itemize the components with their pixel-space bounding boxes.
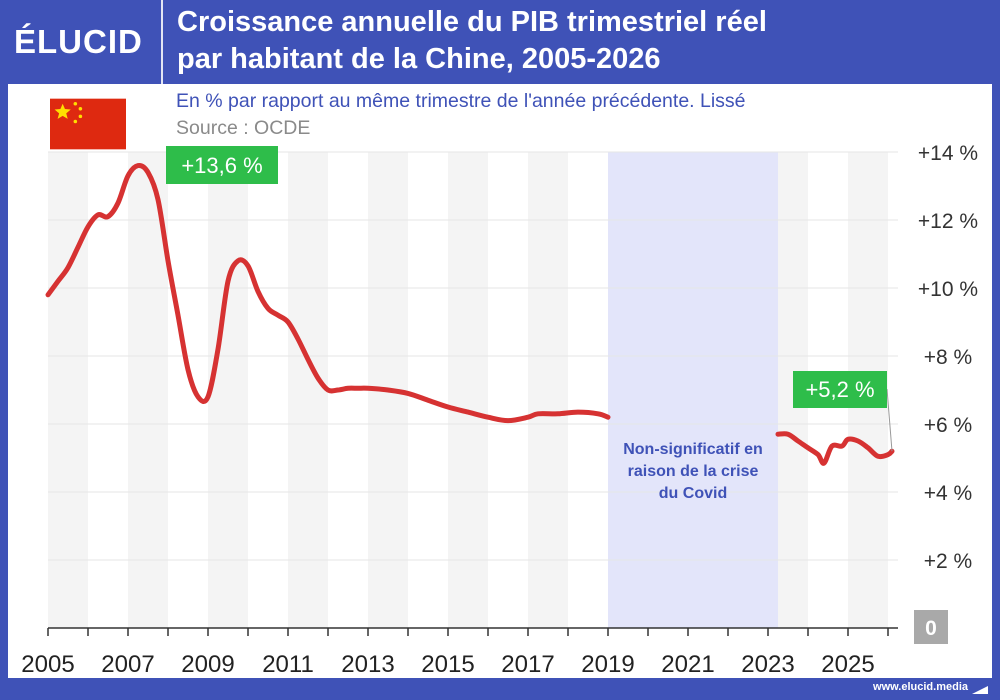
covid-label-line-1: Non-significatif en (623, 441, 763, 458)
x-tick-label: 2007 (101, 651, 154, 678)
year-stripe (448, 152, 488, 628)
covid-label: Non-significatif en raison de la crise d… (623, 441, 763, 502)
annotation-peak-label: +13,6 % (181, 153, 262, 178)
header-bar: ÉLUCID Croissance annuelle du PIB trimes… (0, 0, 1000, 84)
year-stripe (568, 152, 608, 628)
covid-label-line-3: du Covid (659, 485, 727, 502)
annotation-peak-box (166, 146, 278, 184)
header-divider (161, 0, 163, 84)
year-stripe (488, 152, 528, 628)
year-stripe (208, 152, 248, 628)
y-tick-label: +10 % (918, 278, 978, 301)
x-tick-label: 2017 (501, 651, 554, 678)
y-tick-label: +14 % (918, 142, 978, 165)
year-stripe (248, 152, 288, 628)
x-tick-label: 2009 (181, 651, 234, 678)
zero-label-box (914, 610, 948, 644)
chart-subtitle: En % par rapport au même trimestre de l'… (176, 90, 746, 112)
china-flag-icon (50, 98, 126, 150)
annotation-layer: +13,6 % +5,2 % (166, 146, 893, 452)
y-tick-label: +2 % (924, 550, 972, 573)
chart-title-line-2: par habitant de la Chine, 2005-2026 (177, 43, 661, 75)
elucid-logo-icon (972, 681, 988, 699)
x-tick-label: 2019 (581, 651, 634, 678)
year-stripe (528, 152, 568, 628)
annotation-latest-label: +5,2 % (805, 377, 874, 402)
y-tick-label: +12 % (918, 210, 978, 233)
x-tick-label: 2025 (821, 651, 874, 678)
y-tick-label: +4 % (924, 482, 972, 505)
footer-url[interactable]: www.elucid.media (873, 681, 968, 693)
covid-band (608, 152, 778, 628)
year-stripe (48, 152, 88, 628)
year-stripe (288, 152, 328, 628)
x-tick-label: 2015 (421, 651, 474, 678)
x-tick-label: 2011 (262, 651, 314, 678)
chart-title: Croissance annuelle du PIB trimestriel r… (177, 4, 977, 78)
annotation-latest-box (793, 371, 887, 408)
x-tick-label: 2005 (21, 651, 74, 678)
x-axis: 2005 2007 2009 2011 2013 2015 2017 2019 2021 2023… (21, 627, 898, 678)
series-line (45, 162, 611, 424)
year-stripe (408, 152, 448, 628)
chart-source: Source : OCDE (176, 117, 311, 139)
covid-label-line-2: raison de la crise (628, 463, 759, 480)
year-stripe (168, 152, 208, 628)
y-axis: +14 % +12 % +10 % +8 % +6 % +4 % +2 % (918, 142, 978, 573)
x-tick-label: 2021 (661, 651, 714, 678)
y-tick-label: +6 % (924, 414, 972, 437)
x-tick-label: 2023 (741, 651, 794, 678)
y-tick-label: +8 % (924, 346, 972, 369)
zero-label: 0 (925, 617, 937, 640)
series-layer (45, 162, 895, 466)
annotation-leader-line (886, 388, 893, 452)
logo-text: ÉLUCID (14, 23, 143, 60)
chart-title-line-1: Croissance annuelle du PIB trimestriel r… (177, 6, 767, 38)
series-line (775, 431, 895, 466)
x-tick-label: 2013 (341, 651, 394, 678)
year-stripe (888, 152, 898, 628)
year-stripe (88, 152, 128, 628)
elucid-logo[interactable]: ÉLUCID (14, 20, 154, 64)
